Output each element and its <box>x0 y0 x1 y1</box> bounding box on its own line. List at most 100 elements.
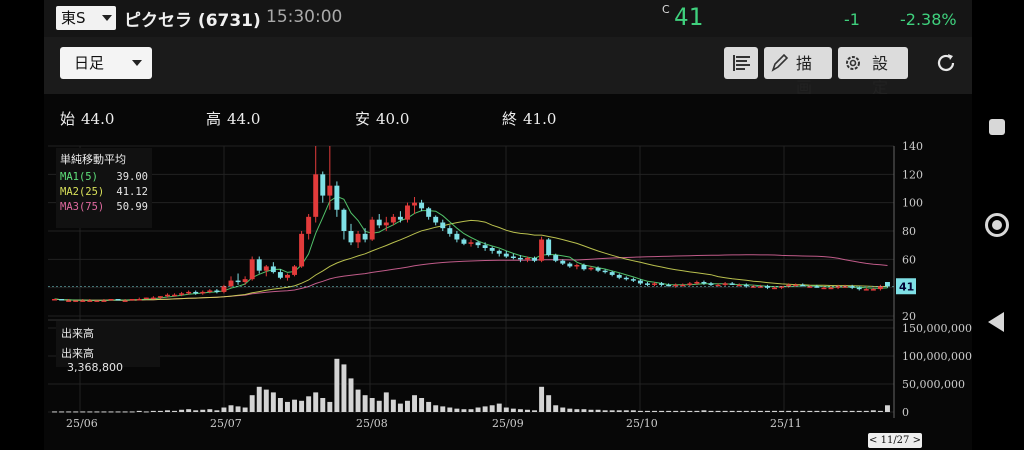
volume-bar <box>327 401 333 412</box>
candle-body <box>440 222 446 229</box>
volume-bar <box>221 407 227 412</box>
volume-bar <box>715 410 721 412</box>
volume-bar <box>863 410 869 412</box>
candle-body <box>200 291 206 294</box>
candle-body <box>645 283 650 285</box>
period-select[interactable]: 日足 <box>60 47 152 79</box>
candle-body <box>475 242 481 246</box>
volume-bar <box>313 392 319 412</box>
volume-bar <box>729 410 735 412</box>
candle-body <box>122 300 128 302</box>
candle-body <box>800 284 806 287</box>
volume-bar <box>454 408 460 412</box>
home-icon[interactable] <box>985 213 1009 237</box>
candle-body <box>461 239 467 244</box>
candle-body <box>546 239 552 256</box>
candle-body <box>362 233 368 240</box>
candle-body <box>637 280 643 284</box>
candle-body <box>193 291 199 294</box>
volume-bar <box>525 409 530 412</box>
volume-bar <box>786 410 792 412</box>
volume-bar <box>172 410 177 412</box>
volume-bar <box>433 405 439 412</box>
candle-body <box>715 284 721 287</box>
candle-body <box>419 202 425 209</box>
candle-body <box>221 286 227 292</box>
volume-tick-label: 150,000,000 <box>902 322 972 335</box>
candle-body <box>652 283 657 285</box>
volume-bar <box>807 410 813 412</box>
volume-bar <box>369 398 375 412</box>
volume-bar <box>447 407 453 412</box>
candle-body <box>256 259 262 271</box>
candle-body <box>80 300 86 302</box>
volume-bar <box>680 410 686 412</box>
volume-bar <box>553 405 559 412</box>
volume-bar <box>821 410 827 412</box>
volume-bar <box>186 409 192 412</box>
price-tick-label: 60 <box>902 253 916 266</box>
candle-body <box>842 286 848 288</box>
ma-legend-row: MA2(25) 41.12 <box>60 186 148 198</box>
candle-body <box>835 286 841 288</box>
volume-bar <box>539 386 545 412</box>
volume-bar <box>673 410 679 412</box>
settings-button[interactable]: 設定 <box>838 47 908 97</box>
indicator-layout-button[interactable] <box>724 47 758 79</box>
candle-body <box>285 274 290 278</box>
volume-bar <box>687 410 693 412</box>
candle-body <box>553 255 559 261</box>
volume-bar <box>814 410 820 412</box>
volume-bar <box>694 410 700 412</box>
volume-bar <box>285 401 290 412</box>
candle-body <box>390 216 396 223</box>
price-tick-label: 20 <box>902 310 916 323</box>
market-select[interactable]: 東S <box>56 6 116 30</box>
candlestick-chart[interactable]: 14012010080604020150,000,000100,000,0005… <box>44 94 972 450</box>
candle-body <box>729 283 735 285</box>
candle-body <box>793 284 799 287</box>
candle-body <box>539 239 545 261</box>
volume-bar <box>362 395 368 412</box>
candle-body <box>532 257 537 261</box>
draw-button[interactable]: 描画 <box>764 47 832 97</box>
volume-tick-label: 50,000,000 <box>902 378 965 391</box>
candle-body <box>87 300 93 302</box>
quote-time: 15:30:00 <box>266 7 343 27</box>
candle-body <box>454 233 460 240</box>
chevron-down-icon <box>102 15 112 21</box>
candle-body <box>186 291 192 294</box>
volume-bar <box>94 411 100 413</box>
volume-bar <box>306 396 312 412</box>
candle-body <box>503 253 509 257</box>
candle-body <box>659 283 665 285</box>
volume-bar <box>157 410 163 412</box>
back-icon[interactable] <box>988 312 1004 332</box>
candle-body <box>666 284 672 287</box>
recents-icon[interactable] <box>989 119 1005 135</box>
date-cursor-flag[interactable]: < 11/27 > <box>868 433 922 448</box>
volume-bar <box>59 411 65 413</box>
volume-bar <box>52 411 57 413</box>
candle-body <box>397 216 403 220</box>
volume-bar <box>150 410 156 412</box>
ma-legend: 単純移動平均 MA1(5) 39.00 MA2(25) 41.12 MA3(75… <box>56 148 152 228</box>
candle-body <box>567 263 573 267</box>
candle-body <box>426 208 432 217</box>
close-value: 終 41.0 <box>502 110 557 128</box>
volume-bar <box>440 406 446 412</box>
candle-body <box>136 299 142 301</box>
candle-body <box>680 284 686 287</box>
candle-body <box>510 256 516 258</box>
quote-header: 東S ピクセラ (6731) 15:30:00 C 41 -1 -2.38% <box>44 0 972 37</box>
volume-bar <box>87 411 93 413</box>
draw-label: 描画 <box>796 54 823 97</box>
low-value: 安 40.0 <box>355 110 410 128</box>
candle-body <box>743 284 749 287</box>
refresh-icon[interactable] <box>934 51 958 75</box>
settings-label: 設定 <box>872 54 899 97</box>
volume-bar <box>616 410 622 412</box>
candle-body <box>73 300 79 302</box>
price-change-percent: -2.38% <box>900 10 957 29</box>
candle-body <box>885 282 890 287</box>
